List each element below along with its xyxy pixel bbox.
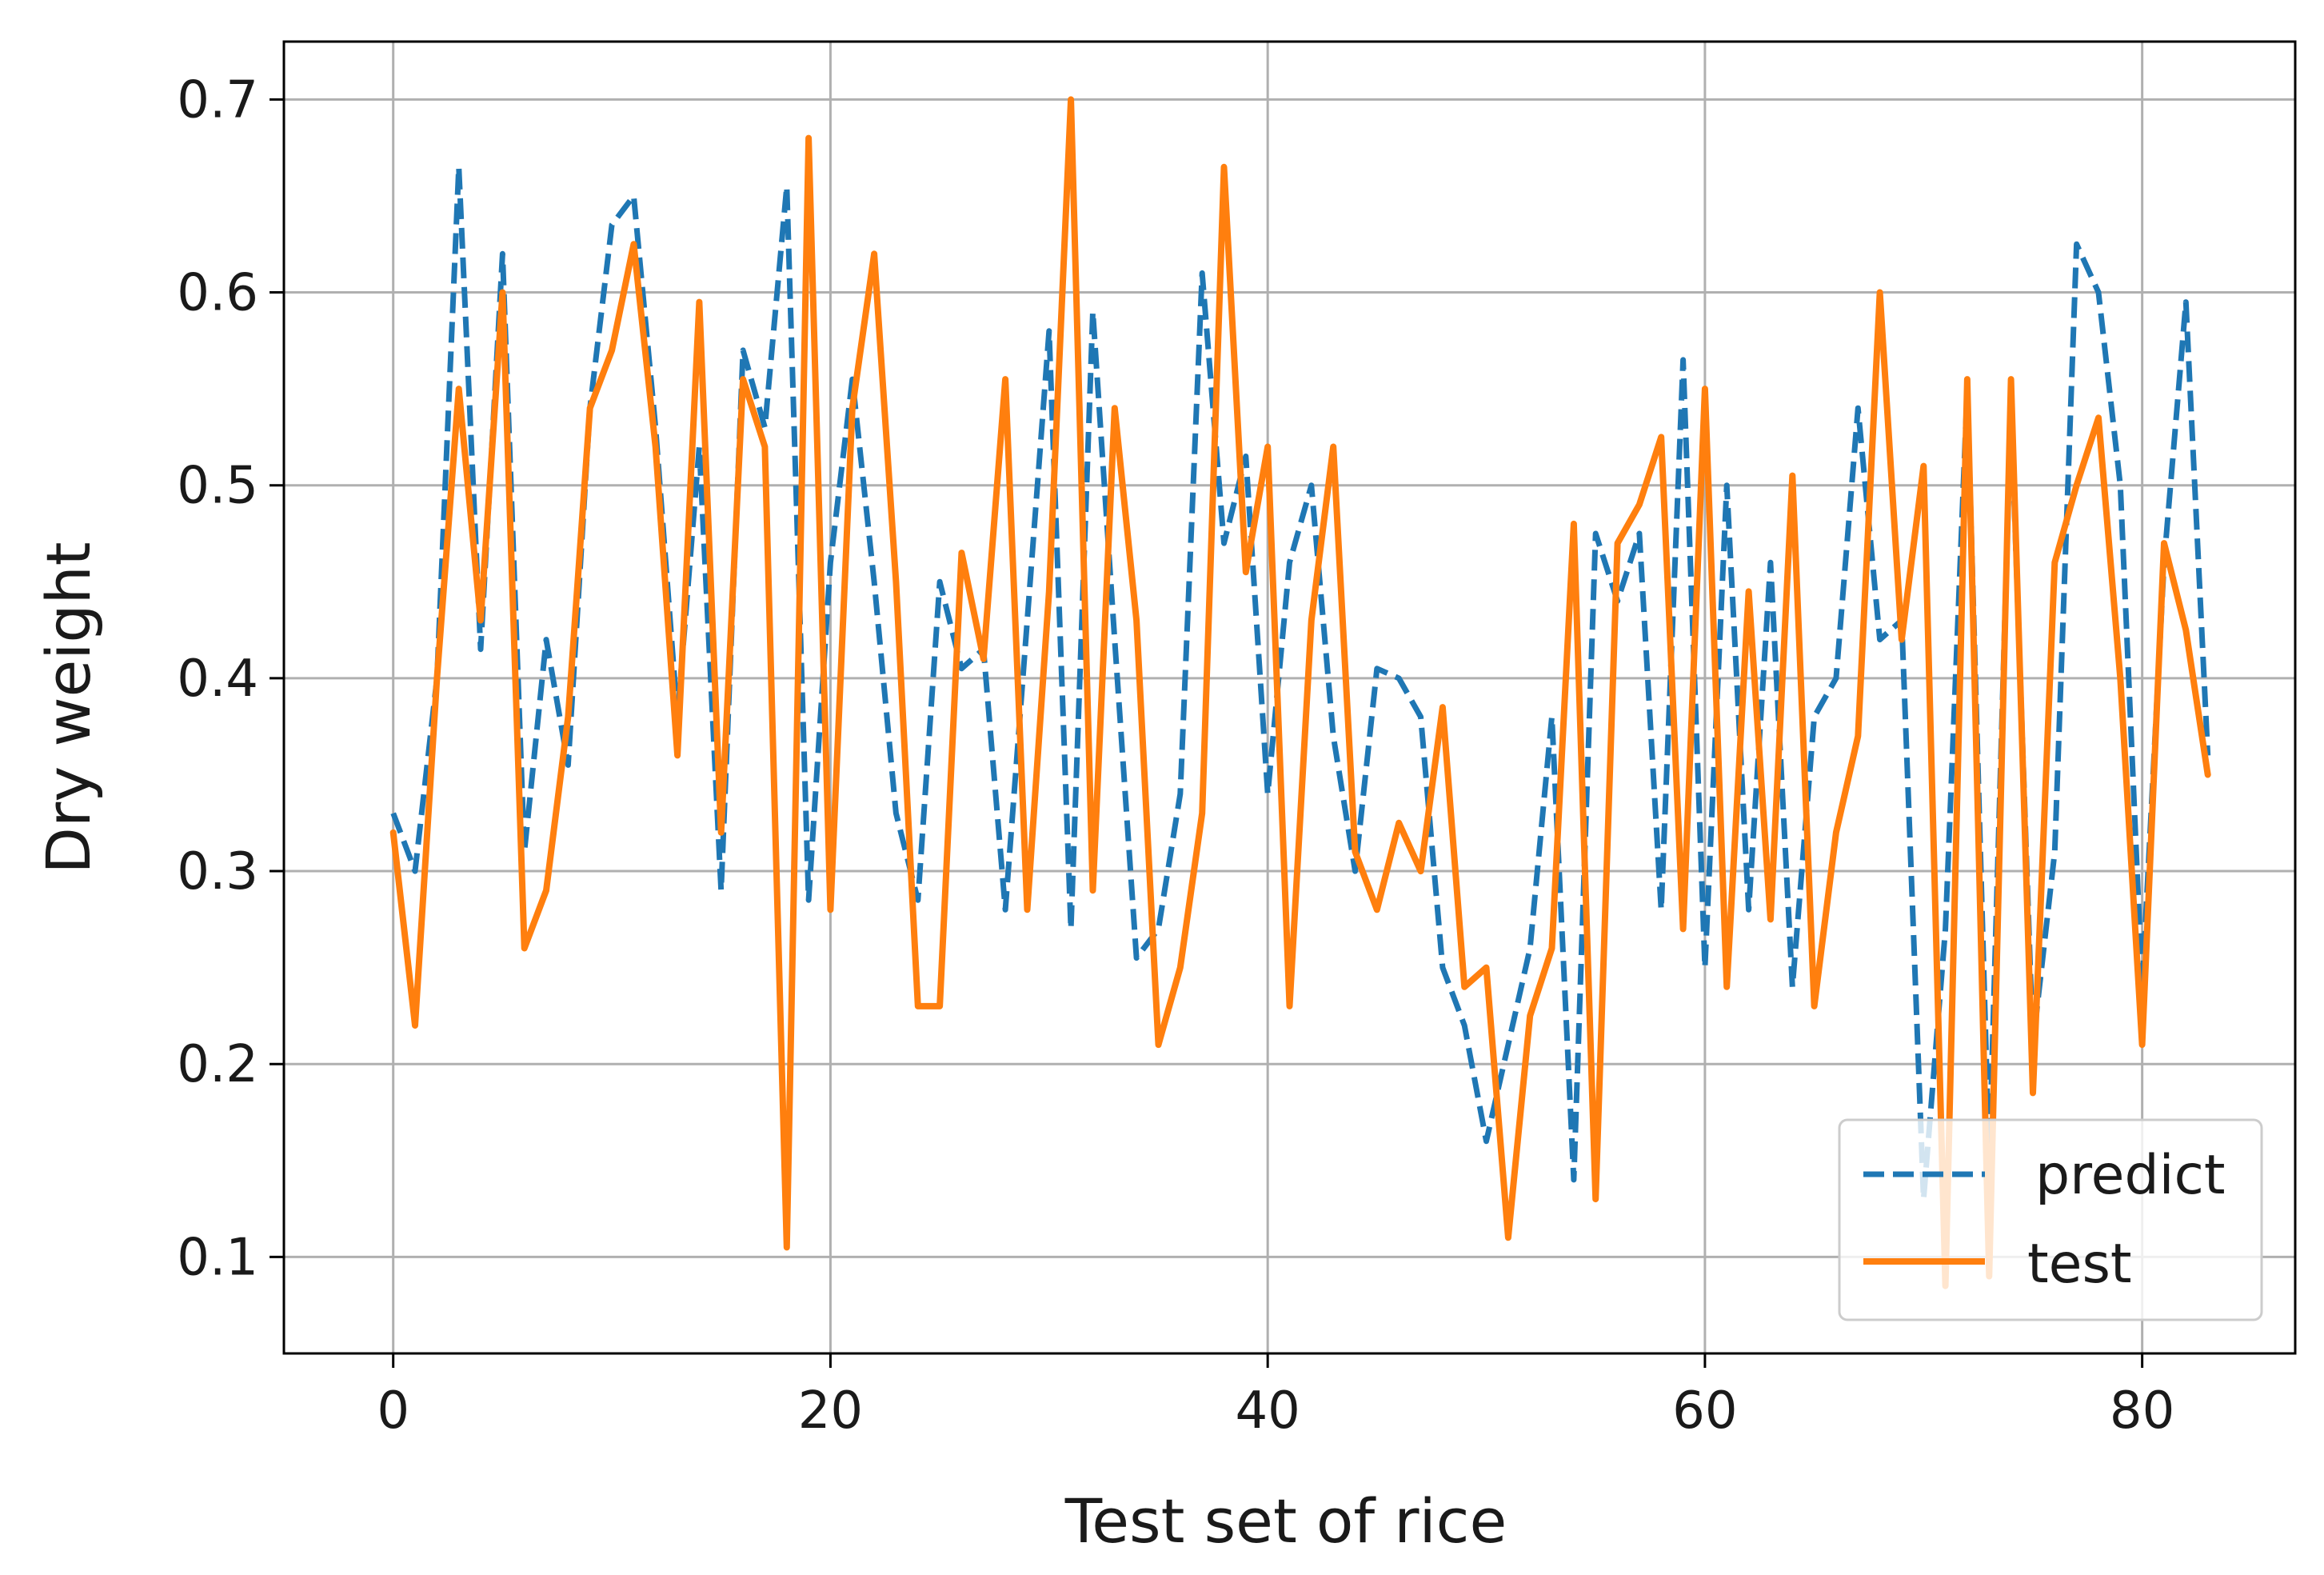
x-tick-label: 0 bbox=[377, 1381, 409, 1441]
y-tick-label: 0.5 bbox=[177, 457, 258, 516]
legend-box bbox=[1838, 1118, 2263, 1321]
x-axis-label: Test set of rice bbox=[1064, 1485, 1507, 1557]
y-tick-label: 0.3 bbox=[177, 842, 258, 901]
grid bbox=[284, 42, 2295, 1353]
y-axis-label: Dry weight bbox=[33, 542, 104, 873]
legend-test-label: test bbox=[2027, 1233, 2132, 1296]
x-tick-label: 80 bbox=[2110, 1381, 2174, 1441]
x-tick-label: 60 bbox=[1672, 1381, 1737, 1441]
legend: predict test bbox=[1838, 1118, 2263, 1321]
y-tick-label: 0.4 bbox=[177, 650, 258, 709]
y-tick-label: 0.2 bbox=[177, 1035, 258, 1094]
y-tick-label: 0.7 bbox=[177, 70, 258, 130]
axes-frame bbox=[282, 40, 2297, 1355]
y-tick-label: 0.6 bbox=[177, 264, 258, 323]
axis-ticks: 0 20 40 60 80 0.1 0.2 0.3 0.4 0.5 0.6 0.7 bbox=[177, 70, 2174, 1441]
y-tick-label: 0.1 bbox=[177, 1228, 258, 1287]
series-line-test bbox=[389, 96, 2211, 1289]
x-tick-label: 40 bbox=[1235, 1381, 1300, 1441]
legend-predict-label: predict bbox=[2035, 1144, 2226, 1207]
x-tick-label: 20 bbox=[798, 1381, 863, 1441]
series-group bbox=[389, 96, 2211, 1289]
series-line-predict bbox=[390, 164, 2211, 1202]
